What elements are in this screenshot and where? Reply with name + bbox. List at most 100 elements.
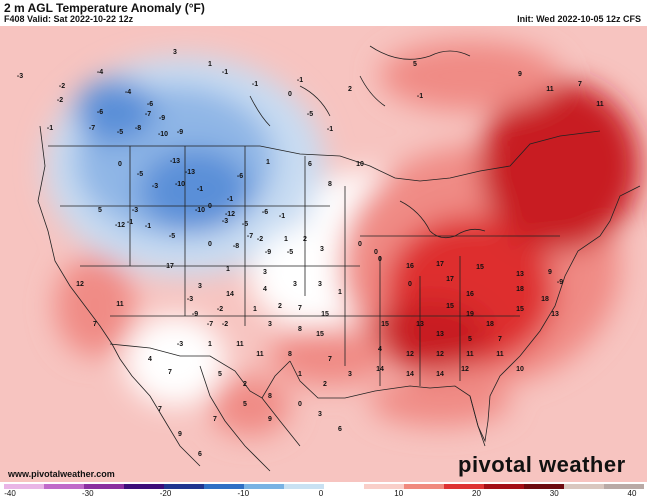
anomaly-value-label: -6 xyxy=(237,173,243,180)
anomaly-value-label: 0 xyxy=(118,161,122,168)
anomaly-value-label: -1 xyxy=(127,219,133,226)
anomaly-value-label: 5 xyxy=(413,61,417,68)
anomaly-value-label: 11 xyxy=(236,341,244,348)
anomaly-value-label: 4 xyxy=(263,286,267,293)
anomaly-value-label: -1 xyxy=(279,213,285,220)
anomaly-value-label: 9 xyxy=(518,71,522,78)
florida xyxy=(469,395,486,447)
anomaly-value-label: -1 xyxy=(227,196,233,203)
anomaly-value-label: -9 xyxy=(177,129,183,136)
mexico-coast xyxy=(199,365,301,472)
anomaly-value-label: 1 xyxy=(208,341,212,348)
anomaly-value-label: 10 xyxy=(516,366,524,373)
great-lakes xyxy=(399,200,486,239)
anomaly-value-label: -7 xyxy=(247,233,253,240)
anomaly-value-label: -5 xyxy=(307,111,313,118)
anomaly-value-label: 6 xyxy=(338,426,342,433)
anomaly-value-label: 13 xyxy=(416,321,424,328)
anomaly-value-label: 15 xyxy=(316,331,324,338)
anomaly-value-label: 3 xyxy=(263,269,267,276)
anomaly-value-label: 13 xyxy=(516,271,524,278)
anomaly-value-label: 3 xyxy=(318,411,322,418)
canada-lakes xyxy=(249,75,386,127)
anomaly-value-label: 12 xyxy=(406,351,414,358)
anomaly-value-label: 14 xyxy=(406,371,414,378)
anomaly-value-label: 9 xyxy=(548,269,552,276)
anomaly-value-label: 0 xyxy=(374,249,378,256)
colorbar-segment xyxy=(404,484,445,489)
warm-mexico xyxy=(210,376,290,436)
anomaly-value-label: -3 xyxy=(152,183,158,190)
anomaly-value-label: 3 xyxy=(173,49,177,56)
anomaly-value-label: -3 xyxy=(177,341,183,348)
anomaly-value-label: -8 xyxy=(135,125,141,132)
anomaly-value-label: 12 xyxy=(76,281,84,288)
anomaly-value-label: 3 xyxy=(318,281,322,288)
anomaly-value-label: -7 xyxy=(89,125,95,132)
anomaly-value-label: -1 xyxy=(197,186,203,193)
anomaly-value-label: 6 xyxy=(308,161,312,168)
anomaly-value-label: -5 xyxy=(169,233,175,240)
anomaly-value-label: 3 xyxy=(348,371,352,378)
anomaly-value-label: 15 xyxy=(446,303,454,310)
anomaly-value-label: -7 xyxy=(207,321,213,328)
anomaly-value-label: -10 xyxy=(175,181,185,188)
anomaly-value-label: 2 xyxy=(323,381,327,388)
anomaly-value-label: 3 xyxy=(320,246,324,253)
colorbar-segment xyxy=(524,484,565,489)
anomaly-value-label: 8 xyxy=(288,351,292,358)
anomaly-value-label: -1 xyxy=(417,93,423,100)
anomaly-value-label: 0 xyxy=(208,241,212,248)
colorbar-segment xyxy=(564,484,605,489)
anomaly-value-label: -13 xyxy=(185,169,195,176)
anomaly-value-label: -9 xyxy=(159,115,165,122)
anomaly-value-label: 0 xyxy=(378,256,382,263)
anomaly-value-label: -1 xyxy=(222,69,228,76)
anomaly-value-label: 14 xyxy=(376,366,384,373)
anomaly-value-label: 2 xyxy=(348,86,352,93)
anomaly-value-label: -7 xyxy=(145,111,151,118)
anomaly-value-label: 11 xyxy=(256,351,264,358)
colorbar-segment xyxy=(444,484,485,489)
anomaly-value-label: 4 xyxy=(148,356,152,363)
value-labels: 31-4-2-3-4-2-6-7-6-9-8-7-5-1-10 -9-1-10-5… xyxy=(17,49,604,458)
gulf-coast xyxy=(289,185,641,443)
anomaly-value-label: -10 xyxy=(195,207,205,214)
colorbar-tick-label: 20 xyxy=(472,489,481,498)
anomaly-value-label: -4 xyxy=(125,89,131,96)
cool-region-core-north xyxy=(75,79,155,143)
anomaly-value-label: 3 xyxy=(198,283,202,290)
anomaly-value-label: 7 xyxy=(168,369,172,376)
colorbar-segment xyxy=(124,484,165,489)
anomaly-value-label: -9 xyxy=(265,249,271,256)
colorbar-segment xyxy=(604,484,644,489)
anomaly-value-label: 11 xyxy=(466,351,474,358)
anomaly-value-label: -6 xyxy=(262,209,268,216)
anomaly-value-label: -6 xyxy=(97,109,103,116)
anomaly-value-label: 7 xyxy=(498,336,502,343)
init-time: Init: Wed 2022-10-05 12z CFS xyxy=(517,14,641,24)
us-canada-border xyxy=(48,130,601,182)
anomaly-value-label: 7 xyxy=(158,406,162,413)
anomaly-value-label: 5 xyxy=(218,371,222,378)
colorbar-segment xyxy=(84,484,125,489)
anomaly-value-label: 8 xyxy=(268,393,272,400)
anomaly-value-label: 9 xyxy=(178,431,182,438)
anomaly-value-label: -5 xyxy=(117,129,123,136)
anomaly-value-label: 15 xyxy=(321,311,329,318)
anomaly-value-label: 8 xyxy=(328,181,332,188)
anomaly-value-label: 1 xyxy=(226,266,230,273)
anomaly-value-label: 16 xyxy=(406,263,414,270)
anomaly-value-label: 2 xyxy=(243,381,247,388)
anomaly-value-label: -3 xyxy=(17,73,23,80)
anomaly-value-label: 7 xyxy=(578,81,582,88)
anomaly-value-label: 11 xyxy=(546,86,554,93)
anomaly-value-label: 5 xyxy=(98,207,102,214)
anomaly-value-label: -1 xyxy=(252,81,258,88)
anomaly-value-label: 17 xyxy=(446,276,454,283)
anomaly-value-label: 3 xyxy=(268,321,272,328)
colorbar xyxy=(4,484,644,489)
anomaly-value-label: 15 xyxy=(381,321,389,328)
anomaly-value-label: 4 xyxy=(378,346,382,353)
